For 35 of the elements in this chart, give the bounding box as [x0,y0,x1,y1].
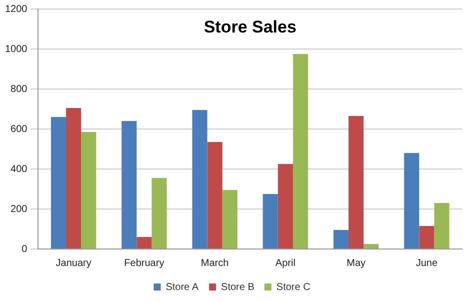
y-tick-label: 1000 [4,44,28,55]
bar [81,132,96,248]
y-tick-label: 600 [10,124,28,135]
bar [262,194,278,248]
x-tick-label: June [416,258,438,269]
legend-label: Store B [221,282,255,293]
legend-label: Store A [166,282,199,293]
bar [136,237,152,248]
text: Store Sales [204,18,296,37]
bar [434,203,450,248]
y-tick-label: 800 [10,84,28,95]
bar [222,190,238,248]
x-tick-label: April [275,258,296,269]
bar [419,226,434,248]
bar [333,230,349,248]
bar [278,164,293,248]
bar [152,178,167,248]
bar [292,54,308,248]
bar [66,108,82,248]
bar [207,142,222,248]
y-tick-label: 1200 [4,4,28,15]
bar [192,110,208,248]
bar [50,117,66,248]
y-tick-label: 200 [10,204,28,215]
y-tick-label: 400 [10,164,28,175]
bar [122,121,137,248]
x-tick-label: January [56,258,92,269]
bar [348,116,364,248]
y-tick-label: 0 [22,244,28,255]
x-tick-label: February [124,258,164,269]
x-tick-label: May [346,258,366,269]
bar [404,153,420,248]
x-tick-label: March [200,258,229,269]
legend-label: Store C [276,282,310,293]
bar [364,244,379,248]
